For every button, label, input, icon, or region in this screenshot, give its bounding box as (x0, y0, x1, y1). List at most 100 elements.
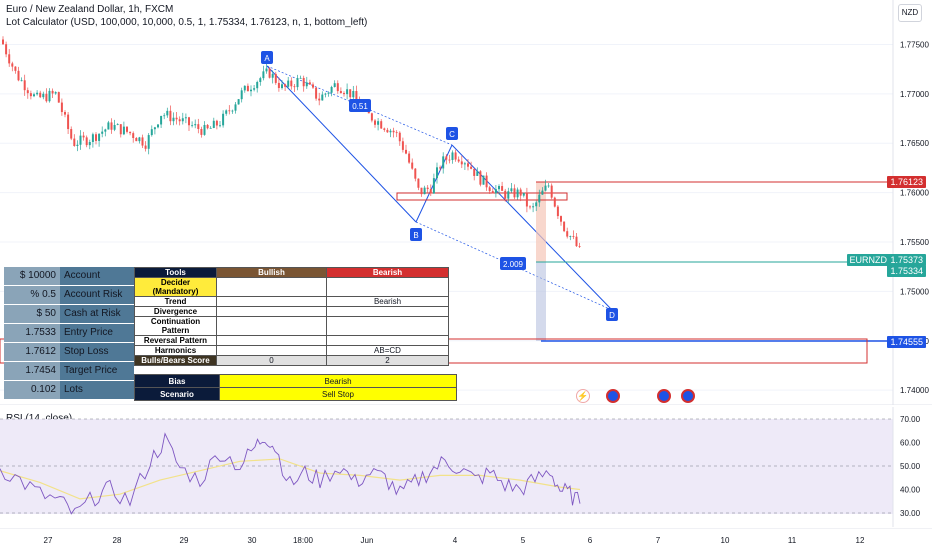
candle-body (98, 133, 101, 141)
candle-body (476, 171, 479, 176)
target-zone (536, 262, 546, 341)
tools-row: Harmonics AB=CD (134, 345, 449, 356)
rsi-tick-label: 70.00 (900, 415, 921, 424)
candle-body (392, 130, 395, 133)
candle-body (556, 206, 559, 217)
calculator-row: 1.7533 Entry Price (4, 324, 134, 342)
candle-body (215, 120, 218, 126)
tools-row-bearish (326, 306, 449, 317)
tools-row-bullish (216, 345, 327, 356)
candle-body (318, 98, 321, 101)
tools-row-bullish (216, 306, 327, 317)
tools-row-bullish: 0 (216, 355, 327, 366)
time-tick-label: 11 (788, 536, 797, 545)
candle-body (513, 188, 516, 198)
candle-body (150, 129, 153, 136)
candle-body (302, 77, 305, 87)
candle-body (516, 189, 519, 198)
bias-label: Bias (134, 374, 220, 388)
candle-body (141, 137, 144, 146)
candle-body (33, 94, 35, 97)
rsi-tick-label: 30.00 (900, 509, 921, 518)
time-tick-label: 29 (180, 536, 189, 545)
time-tick-label: 7 (656, 536, 661, 545)
last-price-label: 1.75373 (887, 254, 926, 266)
candle-body (138, 137, 141, 142)
candle-body (473, 168, 476, 176)
indicator-title: Lot Calculator (USD, 100,000, 10,000, 0.… (4, 17, 370, 28)
candle-body (535, 202, 538, 207)
point-c-label: C (446, 127, 458, 140)
candle-body (417, 178, 420, 188)
candle-body (575, 236, 578, 247)
candle-body (113, 124, 116, 130)
candle-body (54, 92, 57, 94)
flag-event-icon-2[interactable] (657, 389, 671, 403)
calculator-label: Entry Price (60, 324, 134, 342)
flag-event-icon-3[interactable] (681, 389, 695, 403)
candle-body (482, 175, 485, 185)
candle-body (48, 90, 51, 102)
calculator-row: $ 50 Cash at Risk (4, 305, 134, 323)
candle-body (88, 141, 91, 146)
candle-body (253, 88, 256, 90)
calculator-value: % 0.5 (4, 286, 60, 304)
rsi-axis: 70.00 60.00 50.00 40.00 30.00 (900, 415, 921, 518)
candle-body (36, 92, 39, 95)
time-tick-label: 27 (44, 536, 53, 545)
time-tick-label: 10 (721, 536, 730, 545)
candle-body (200, 128, 203, 135)
candle-body (209, 127, 212, 129)
candle-body (463, 163, 466, 165)
candle-body (305, 82, 308, 87)
currency-button[interactable]: NZD (898, 4, 922, 22)
candle-body (383, 128, 386, 130)
candle-body (60, 102, 63, 113)
rsi-pane[interactable]: 70.00 60.00 50.00 40.00 30.00 (0, 407, 932, 527)
candle-body (188, 117, 190, 126)
candle-body (45, 93, 48, 102)
candle-body (491, 191, 494, 194)
candle-body (439, 167, 442, 169)
time-tick-label: 4 (453, 536, 458, 545)
ratio-bc-label: 0.51 (349, 99, 371, 112)
candle-body (411, 162, 414, 169)
candle-body (17, 70, 20, 81)
candle-body (184, 117, 187, 119)
candle-body (147, 135, 150, 149)
tools-row-label: Decider (Mandatory) (134, 277, 217, 297)
candle-body (327, 92, 330, 94)
candle-body (206, 124, 209, 129)
candle-body (380, 121, 383, 129)
candle-body (569, 236, 572, 237)
rsi-tick-label: 40.00 (900, 486, 921, 495)
flag-event-icon[interactable] (606, 389, 620, 403)
candle-body (8, 54, 11, 64)
lightning-event-icon[interactable]: ⚡ (576, 389, 590, 403)
candle-body (308, 82, 311, 85)
time-tick-label: 5 (521, 536, 526, 545)
candle-body (95, 134, 97, 141)
candle-body (271, 73, 274, 78)
candle-body (237, 99, 240, 105)
candle-body (172, 117, 175, 122)
candle-body (522, 192, 525, 196)
candle-body (194, 124, 197, 126)
candle-body (256, 82, 259, 89)
candle-body (401, 141, 404, 150)
rsi-band (0, 419, 893, 514)
candle-body (231, 110, 234, 112)
rsi-line (0, 432, 581, 515)
ratio-bc-text: 0.51 (352, 102, 368, 111)
candle-body (525, 192, 528, 207)
candle-body (550, 185, 553, 198)
price-tick-label: 1.75500 (900, 238, 929, 247)
candle-body (70, 129, 73, 139)
candle-body (432, 178, 435, 194)
candle-body (479, 171, 482, 185)
candle-body (287, 80, 290, 87)
candle-body (178, 119, 181, 122)
candle-body (321, 94, 324, 101)
